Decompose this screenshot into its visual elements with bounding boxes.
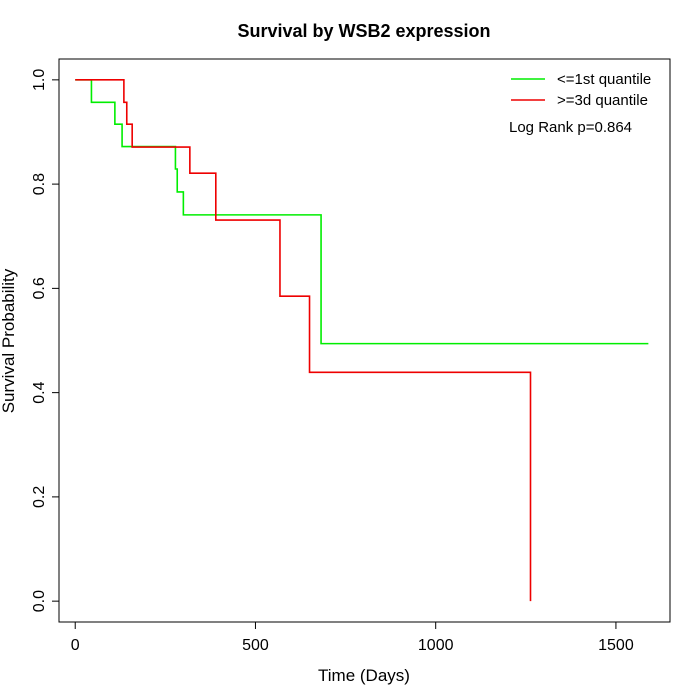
series-curve-0: [75, 79, 649, 345]
y-tick-label: 0.8: [31, 173, 48, 195]
x-axis: 0 500 1000 1500: [71, 621, 634, 654]
legend: <=1st quantile >=3d quantile: [511, 71, 651, 109]
log-rank-annotation: Log Rank p=0.864: [509, 119, 632, 136]
plot-frame: [58, 58, 671, 623]
x-tick-label: 500: [242, 637, 269, 654]
y-tick-label: 1.0: [31, 69, 48, 91]
legend-label: <=1st quantile: [557, 71, 651, 88]
y-tick-label: 0.4: [31, 381, 48, 403]
y-axis: 0.0 0.2 0.4 0.6 0.8 1.0: [31, 69, 60, 612]
x-tick-label: 1500: [598, 637, 634, 654]
legend-label: >=3d quantile: [557, 92, 648, 109]
y-tick-label: 0.0: [31, 590, 48, 612]
y-tick-label: 0.6: [31, 277, 48, 299]
chart-title: Survival by WSB2 expression: [237, 21, 490, 41]
series-curve-1: [75, 79, 532, 602]
y-axis-label: Survival Probability: [0, 268, 18, 413]
y-tick-label: 0.2: [31, 486, 48, 508]
x-tick-label: 0: [71, 637, 80, 654]
x-axis-label: Time (Days): [318, 666, 410, 685]
x-tick-label: 1000: [418, 637, 454, 654]
series-layer: [75, 79, 649, 602]
